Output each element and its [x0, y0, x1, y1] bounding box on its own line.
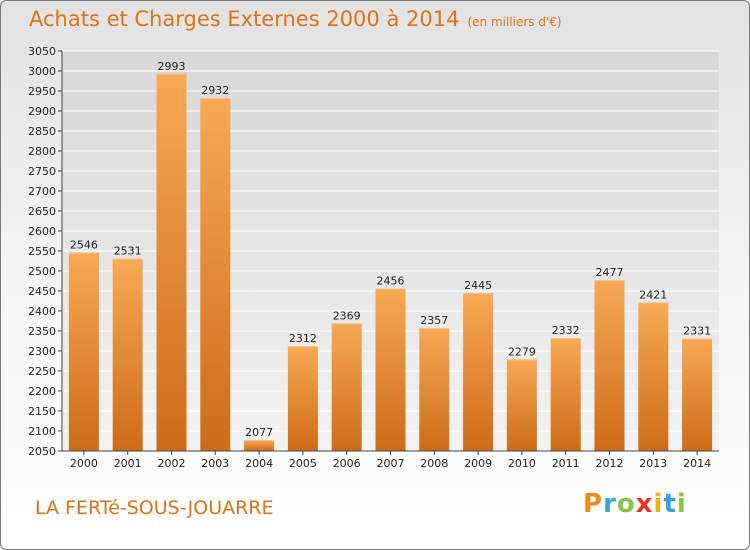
chart-title: Achats et Charges Externes 2000 à 2014 (e… [29, 7, 562, 31]
y-tick-label: 2050 [28, 445, 56, 458]
data-label: 2312 [289, 332, 317, 345]
x-tick-label: 2000 [70, 457, 98, 470]
y-tick-label: 2200 [28, 385, 56, 398]
y-tick-label: 2750 [28, 165, 56, 178]
y-tick-label: 2350 [28, 325, 56, 338]
y-tick-label: 2450 [28, 285, 56, 298]
x-tick-label: 2007 [377, 457, 405, 470]
logo-letter: x [635, 489, 654, 519]
bar [112, 258, 143, 451]
y-tick-label: 2300 [28, 345, 56, 358]
x-tick-label: 2013 [639, 457, 667, 470]
data-label: 2369 [333, 309, 361, 322]
y-tick-label: 2800 [28, 145, 56, 158]
y-tick-label: 3050 [28, 45, 56, 58]
y-tick-label: 2600 [28, 225, 56, 238]
bar [287, 346, 318, 451]
y-tick-label: 2100 [28, 425, 56, 438]
y-tick-label: 2700 [28, 185, 56, 198]
bar [594, 280, 625, 451]
bar [506, 359, 537, 451]
y-tick-label: 3000 [28, 65, 56, 78]
chart-subtitle: (en milliers d'€) [467, 15, 562, 29]
bar [682, 338, 713, 451]
logo-letter: o [616, 489, 636, 519]
x-tick-label: 2009 [464, 457, 492, 470]
y-tick-label: 2500 [28, 265, 56, 278]
bar [419, 328, 450, 451]
data-label: 2456 [377, 275, 405, 288]
chart-title-text: Achats et Charges Externes 2000 à 2014 [29, 7, 460, 31]
x-tick-label: 2012 [596, 457, 624, 470]
bar [638, 302, 669, 451]
bar [331, 323, 362, 451]
y-tick-label: 2250 [28, 365, 56, 378]
x-tick-label: 2006 [333, 457, 361, 470]
data-label: 2279 [508, 345, 536, 358]
x-tick-label: 2001 [114, 457, 142, 470]
data-label: 2932 [201, 84, 229, 97]
bar [200, 98, 231, 451]
x-tick-label: 2003 [201, 457, 229, 470]
x-tick-label: 2002 [158, 457, 186, 470]
x-tick-label: 2010 [508, 457, 536, 470]
logo-letter: i [676, 489, 687, 519]
logo-letter: r [603, 489, 617, 519]
y-tick-label: 2400 [28, 305, 56, 318]
data-label: 2546 [70, 239, 98, 252]
x-tick-label: 2005 [289, 457, 317, 470]
data-label: 2477 [596, 266, 624, 279]
bar [156, 73, 187, 452]
data-label: 2531 [114, 245, 142, 258]
bar [375, 288, 406, 451]
bar [463, 293, 494, 451]
data-label: 2445 [464, 279, 492, 292]
data-label: 2993 [158, 60, 186, 73]
y-tick-label: 2550 [28, 245, 56, 258]
city-name: LA FERTé-SOUS-JOUARRE [35, 497, 274, 519]
y-tick-label: 2850 [28, 125, 56, 138]
data-label: 2331 [683, 325, 711, 338]
logo-letter: i [653, 489, 664, 519]
y-tick-label: 2650 [28, 205, 56, 218]
x-tick-label: 2011 [552, 457, 580, 470]
y-tick-label: 2150 [28, 405, 56, 418]
bar [244, 440, 275, 451]
logo-letter: t [663, 489, 677, 519]
y-tick-label: 2950 [28, 85, 56, 98]
data-label: 2421 [639, 289, 667, 302]
x-tick-label: 2004 [245, 457, 273, 470]
bar [68, 252, 99, 451]
proxiti-logo: Proxiti [583, 489, 687, 519]
x-tick-label: 2008 [420, 457, 448, 470]
y-tick-label: 2900 [28, 105, 56, 118]
logo-letter: P [583, 489, 604, 519]
data-label: 2077 [245, 426, 273, 439]
x-tick-label: 2014 [683, 457, 711, 470]
bar [550, 338, 581, 451]
data-label: 2332 [552, 324, 580, 337]
data-label: 2357 [420, 314, 448, 327]
